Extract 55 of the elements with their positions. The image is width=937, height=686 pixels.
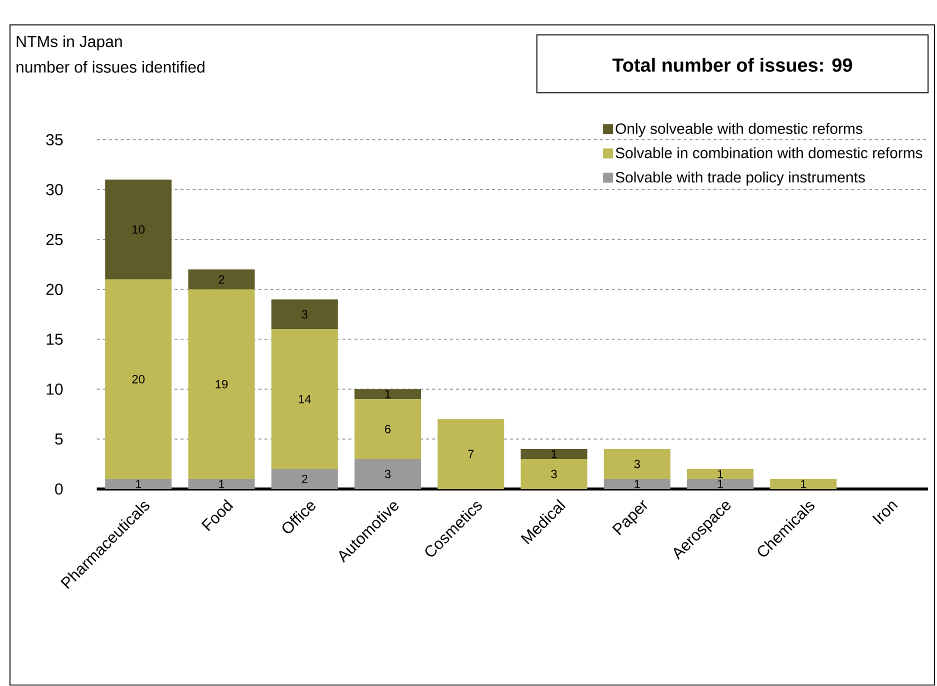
data-label: 1 bbox=[718, 480, 723, 488]
bar bbox=[687, 469, 754, 480]
bar bbox=[188, 270, 255, 290]
data-label: 2 bbox=[218, 275, 224, 284]
chart-title: NTMs in Japan bbox=[16, 36, 122, 51]
bar bbox=[604, 449, 670, 480]
bar bbox=[520, 459, 588, 490]
data-label: 7 bbox=[468, 450, 474, 458]
legend-label: Solvable in combination with domestic reforms bbox=[616, 147, 922, 158]
y-tick-label: 20 bbox=[46, 284, 63, 296]
bar bbox=[105, 280, 172, 480]
y-tick-label: 10 bbox=[46, 384, 63, 396]
legend-label: Solvable with trade policy instruments bbox=[616, 172, 865, 186]
data-label: 1 bbox=[634, 480, 640, 488]
bar bbox=[271, 330, 338, 470]
y-tick-label: 25 bbox=[46, 234, 63, 246]
y-tick-label: 0 bbox=[55, 484, 63, 495]
text: Total number of issues: 99 bbox=[612, 58, 852, 72]
y-tick-label: 35 bbox=[46, 134, 63, 146]
data-label: 20 bbox=[132, 375, 145, 384]
x-tick-label: Iron bbox=[872, 502, 898, 525]
bar bbox=[105, 479, 172, 490]
y-tick-label: 15 bbox=[46, 334, 63, 346]
y-tick-label: 30 bbox=[46, 184, 63, 196]
bar bbox=[271, 300, 338, 330]
data-label: 3 bbox=[634, 460, 640, 468]
bar bbox=[354, 399, 421, 460]
data-label: 1 bbox=[385, 390, 390, 399]
data-label: 3 bbox=[384, 470, 391, 478]
bar bbox=[271, 469, 338, 490]
chart-subtitle: number of issues identified bbox=[16, 61, 204, 73]
bar bbox=[354, 459, 421, 490]
bar bbox=[188, 479, 255, 490]
bar bbox=[188, 290, 255, 480]
data-label: 10 bbox=[132, 225, 145, 234]
legend-label: Only solveable with domestic reforms bbox=[616, 123, 862, 138]
bar bbox=[520, 449, 588, 460]
data-label: 1 bbox=[718, 470, 723, 478]
data-label: 14 bbox=[298, 395, 311, 404]
data-label: 1 bbox=[800, 480, 806, 488]
data-label: 2 bbox=[302, 475, 308, 484]
bar bbox=[770, 479, 837, 490]
bar bbox=[687, 479, 754, 490]
data-label: 1 bbox=[552, 450, 557, 458]
data-label: 19 bbox=[216, 380, 228, 389]
data-label: 3 bbox=[302, 310, 308, 319]
data-label: 6 bbox=[385, 425, 391, 434]
data-label: 3 bbox=[551, 470, 557, 478]
data-label: 1 bbox=[136, 480, 142, 488]
y-tick-label: 5 bbox=[55, 434, 63, 445]
bar bbox=[604, 479, 670, 490]
bar bbox=[354, 389, 421, 400]
data-label: 1 bbox=[219, 480, 224, 488]
bar bbox=[105, 180, 172, 280]
bar bbox=[438, 419, 504, 490]
